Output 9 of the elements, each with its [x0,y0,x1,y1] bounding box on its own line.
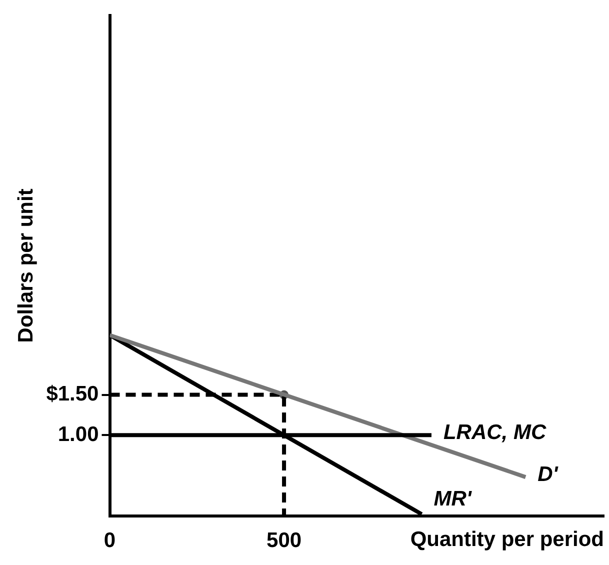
series-label: LRAC, MC [443,420,547,444]
series-label: MR' [434,488,472,511]
series-label: D' [538,462,559,486]
y-tick-label: $1.50 [46,382,99,406]
y-axis-title: Dollars per unit [14,188,38,343]
x-tick-label: 500 [266,529,302,552]
x-tick-label: 0 [104,529,116,552]
x-axis-title: Quantity per period [410,528,604,552]
y-tick-label: 1.00 [58,422,99,446]
